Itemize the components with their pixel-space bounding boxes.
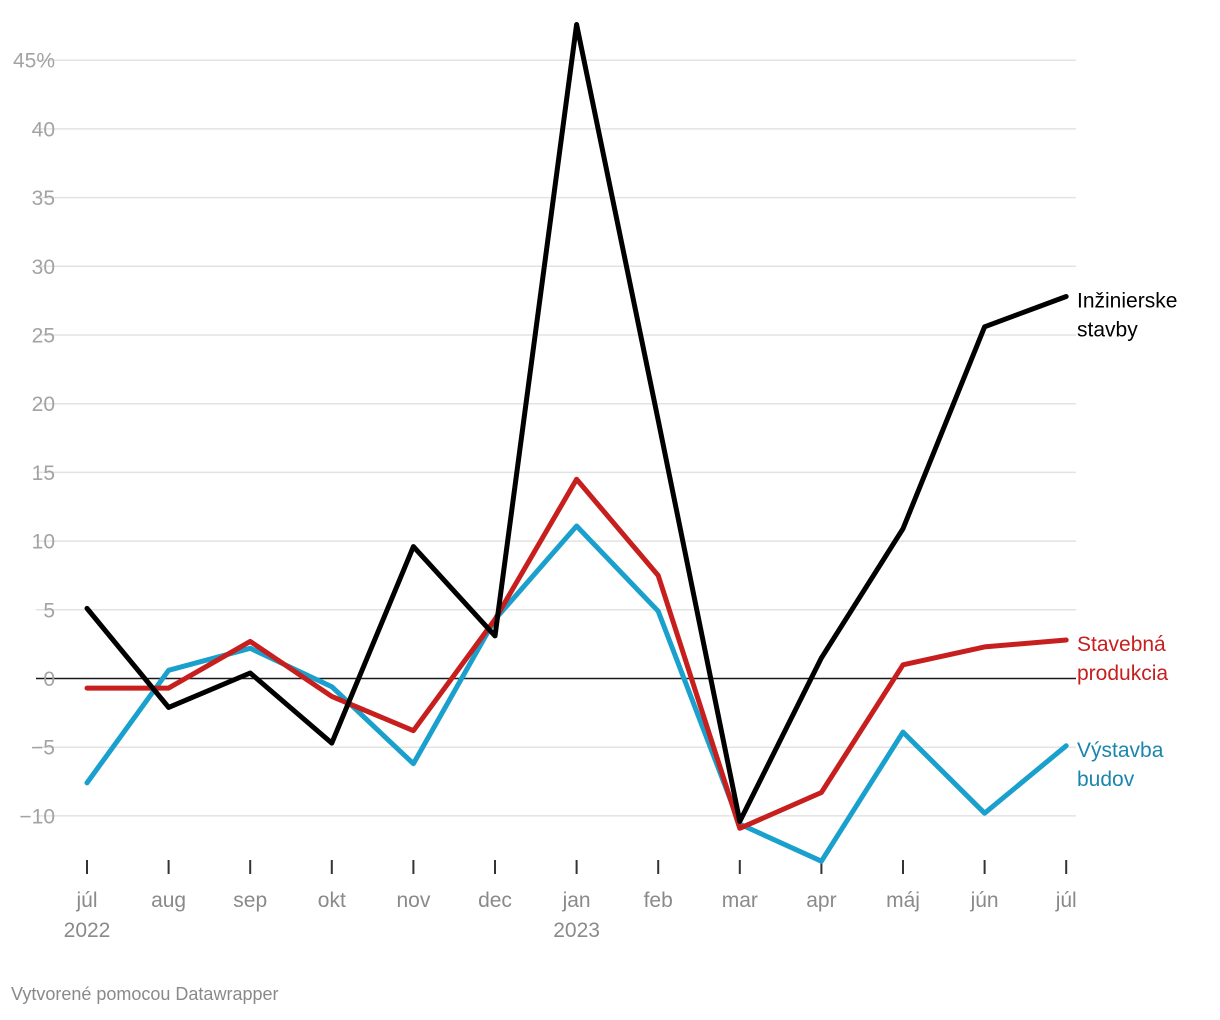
series-label: budov <box>1077 768 1135 791</box>
series-label: Výstavba <box>1077 739 1164 762</box>
x-year-label: 2022 <box>64 919 111 942</box>
series-lines <box>84 22 1069 864</box>
series-label: Stavebná <box>1077 633 1166 656</box>
y-tick-label: −10 <box>19 805 55 828</box>
x-tick-label: jan <box>562 889 591 912</box>
y-tick-label: 35 <box>32 187 55 210</box>
line-chart: −10 −5 0 5 10 15 20 25 30 35 40 45% júl 2022 aug sep ok… <box>13 22 1177 942</box>
x-tick-label: máj <box>886 889 920 912</box>
series-line-stavebná-produkcia <box>84 476 1069 831</box>
y-tick-label: −5 <box>31 737 55 760</box>
x-year-label: 2023 <box>553 919 600 942</box>
x-tick-label: mar <box>722 889 758 912</box>
y-tick-label: 5 <box>43 599 55 622</box>
x-tick-label: jún <box>970 889 999 912</box>
series-labels: Výstavba budov Stavebná produkcia Inžiniersk… <box>1077 290 1177 791</box>
y-tick-label: 25 <box>32 325 55 348</box>
series-label: produkcia <box>1077 662 1168 685</box>
x-tick-label: nov <box>396 889 430 912</box>
y-tick-label: 15 <box>32 462 55 485</box>
series-line-výstavba-budov <box>84 523 1069 864</box>
x-tick-label: júl <box>1055 889 1077 912</box>
x-tick-label: dec <box>478 889 512 912</box>
x-tick-label: okt <box>318 889 346 912</box>
x-tick-label: júl <box>75 889 97 912</box>
x-axis: júl 2022 aug sep okt nov dec jan 2023 feb mar apr má… <box>64 860 1077 942</box>
credit-text: Vytvorené pomocou Datawrapper <box>11 984 279 1004</box>
x-tick-label: apr <box>806 889 836 912</box>
y-tick-label: 40 <box>32 118 55 141</box>
series-line-inžinierske-stavby <box>84 22 1069 824</box>
series-label: stavby <box>1077 319 1138 342</box>
x-tick-label: sep <box>233 889 267 912</box>
y-tick-label: 10 <box>32 531 55 554</box>
x-tick-label: aug <box>151 889 186 912</box>
y-tick-label: 45% <box>13 50 55 73</box>
y-tick-label: 0 <box>43 668 55 691</box>
x-tick-label: feb <box>644 889 673 912</box>
y-axis-tick-labels: −10 −5 0 5 10 15 20 25 30 35 40 45% <box>13 50 55 829</box>
y-tick-label: 20 <box>32 393 55 416</box>
y-tick-label: 30 <box>32 256 55 279</box>
series-label: Inžinierske <box>1077 290 1177 313</box>
